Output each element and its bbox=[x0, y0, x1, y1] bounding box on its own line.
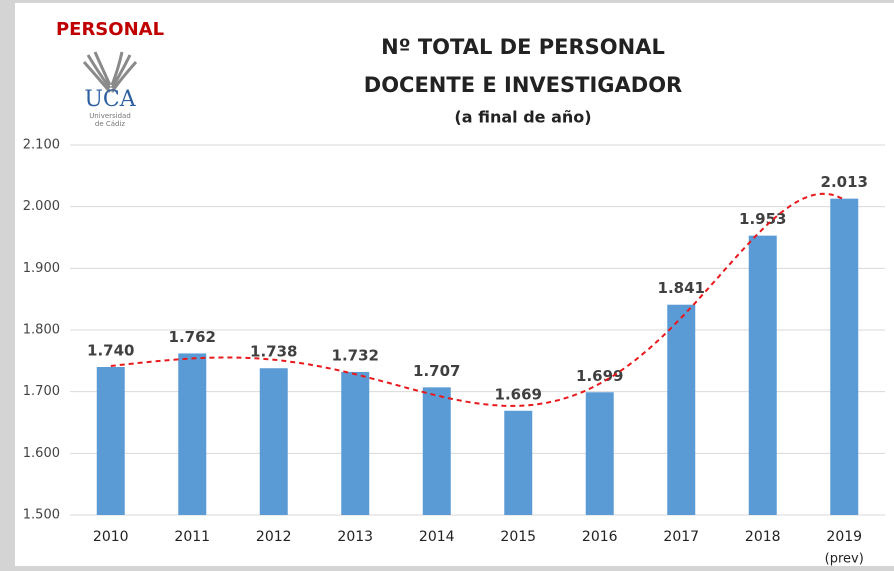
chart-subtitle: (a final de año) bbox=[454, 108, 591, 127]
logo-name: UCA bbox=[84, 87, 136, 112]
value-label: 1.841 bbox=[658, 279, 705, 297]
x-tick-note: (prev) bbox=[825, 552, 864, 567]
x-tick-label: 2012 bbox=[256, 529, 292, 545]
value-label: 1.707 bbox=[413, 362, 460, 380]
value-label: 1.738 bbox=[250, 343, 297, 361]
bar bbox=[341, 371, 370, 515]
x-tick-label: 2013 bbox=[337, 529, 373, 545]
bar bbox=[504, 410, 533, 515]
bar bbox=[422, 387, 451, 515]
value-label: 1.732 bbox=[332, 346, 379, 364]
value-label: 1.740 bbox=[87, 342, 134, 360]
x-tick-label: 2016 bbox=[582, 529, 618, 545]
value-label: 1.669 bbox=[495, 385, 542, 403]
y-tick-label: 1.900 bbox=[23, 261, 60, 276]
x-tick-label: 2017 bbox=[663, 529, 699, 545]
y-tick-label: 1.500 bbox=[23, 508, 60, 523]
y-tick-label: 1.700 bbox=[23, 384, 60, 399]
x-tick-label: 2011 bbox=[174, 529, 210, 545]
value-label: 1.699 bbox=[576, 367, 623, 385]
bar bbox=[96, 367, 125, 515]
y-tick-label: 2.000 bbox=[23, 199, 60, 214]
x-tick-label: 2014 bbox=[419, 529, 455, 545]
x-tick-label: 2015 bbox=[500, 529, 536, 545]
y-tick-label: 2.100 bbox=[23, 138, 60, 153]
logo bbox=[82, 51, 138, 93]
y-tick-label: 1.800 bbox=[23, 323, 60, 338]
trendline bbox=[110, 192, 845, 407]
value-label: 1.953 bbox=[739, 210, 786, 228]
panel bbox=[15, 3, 894, 566]
chart-title: Nº TOTAL DE PERSONAL bbox=[381, 35, 665, 59]
bar bbox=[830, 198, 859, 515]
bar bbox=[259, 368, 288, 515]
x-tick-label: 2010 bbox=[93, 529, 129, 545]
y-tick-label: 1.600 bbox=[23, 446, 60, 461]
bar bbox=[748, 235, 777, 515]
value-label: 1.762 bbox=[169, 328, 216, 346]
bar bbox=[667, 304, 696, 515]
logo-line: de Cádiz bbox=[95, 120, 126, 128]
value-label: 2.013 bbox=[821, 173, 868, 191]
x-tick-label: 2019 bbox=[826, 529, 862, 545]
section-label: PERSONAL bbox=[56, 19, 164, 40]
x-tick-label: 2018 bbox=[745, 529, 781, 545]
bar bbox=[178, 353, 207, 515]
logo-line: Universidad bbox=[89, 112, 131, 120]
bar bbox=[585, 392, 614, 515]
chart-title: DOCENTE E INVESTIGADOR bbox=[364, 73, 682, 97]
